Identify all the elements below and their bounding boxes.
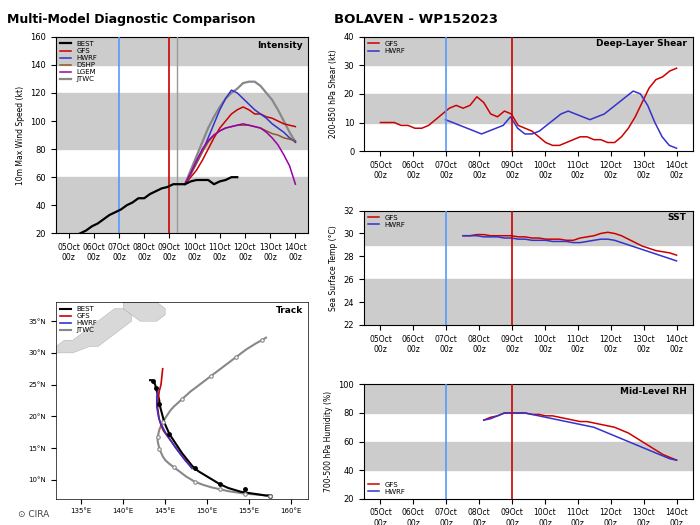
Legend: GFS, HWRF: GFS, HWRF xyxy=(365,212,408,230)
Bar xyxy=(364,384,693,413)
Bar xyxy=(364,442,693,470)
Legend: BEST, GFS, HWRF, JTWC: BEST, GFS, HWRF, JTWC xyxy=(57,303,100,336)
Text: Intensity: Intensity xyxy=(258,40,303,50)
Bar xyxy=(56,37,308,65)
Legend: GFS, HWRF: GFS, HWRF xyxy=(365,38,408,57)
Text: ⊙ CIRA: ⊙ CIRA xyxy=(18,510,49,519)
Y-axis label: 200-850 hPa Shear (kt): 200-850 hPa Shear (kt) xyxy=(329,50,338,138)
Y-axis label: 10m Max Wind Speed (kt): 10m Max Wind Speed (kt) xyxy=(16,86,25,185)
Text: SST: SST xyxy=(668,213,687,222)
Legend: GFS, HWRF: GFS, HWRF xyxy=(365,479,408,497)
Bar xyxy=(56,93,308,149)
Bar xyxy=(364,211,693,245)
Text: Mid-Level RH: Mid-Level RH xyxy=(620,387,687,396)
Polygon shape xyxy=(123,302,165,321)
Text: Multi-Model Diagnostic Comparison: Multi-Model Diagnostic Comparison xyxy=(7,13,256,26)
Polygon shape xyxy=(22,309,56,334)
Text: Deep-Layer Shear: Deep-Layer Shear xyxy=(596,39,687,48)
Bar xyxy=(364,94,693,122)
Legend: BEST, GFS, HWRF, DSHP, LGEM, JTWC: BEST, GFS, HWRF, DSHP, LGEM, JTWC xyxy=(57,38,100,85)
Y-axis label: 700-500 hPa Humidity (%): 700-500 hPa Humidity (%) xyxy=(324,391,333,492)
Y-axis label: Sea Surface Temp (°C): Sea Surface Temp (°C) xyxy=(329,225,338,311)
Bar xyxy=(56,177,308,233)
Bar xyxy=(364,37,693,65)
Bar xyxy=(364,279,693,325)
Polygon shape xyxy=(39,309,132,353)
Text: Track: Track xyxy=(276,306,303,315)
Text: BOLAVEN - WP152023: BOLAVEN - WP152023 xyxy=(335,13,498,26)
